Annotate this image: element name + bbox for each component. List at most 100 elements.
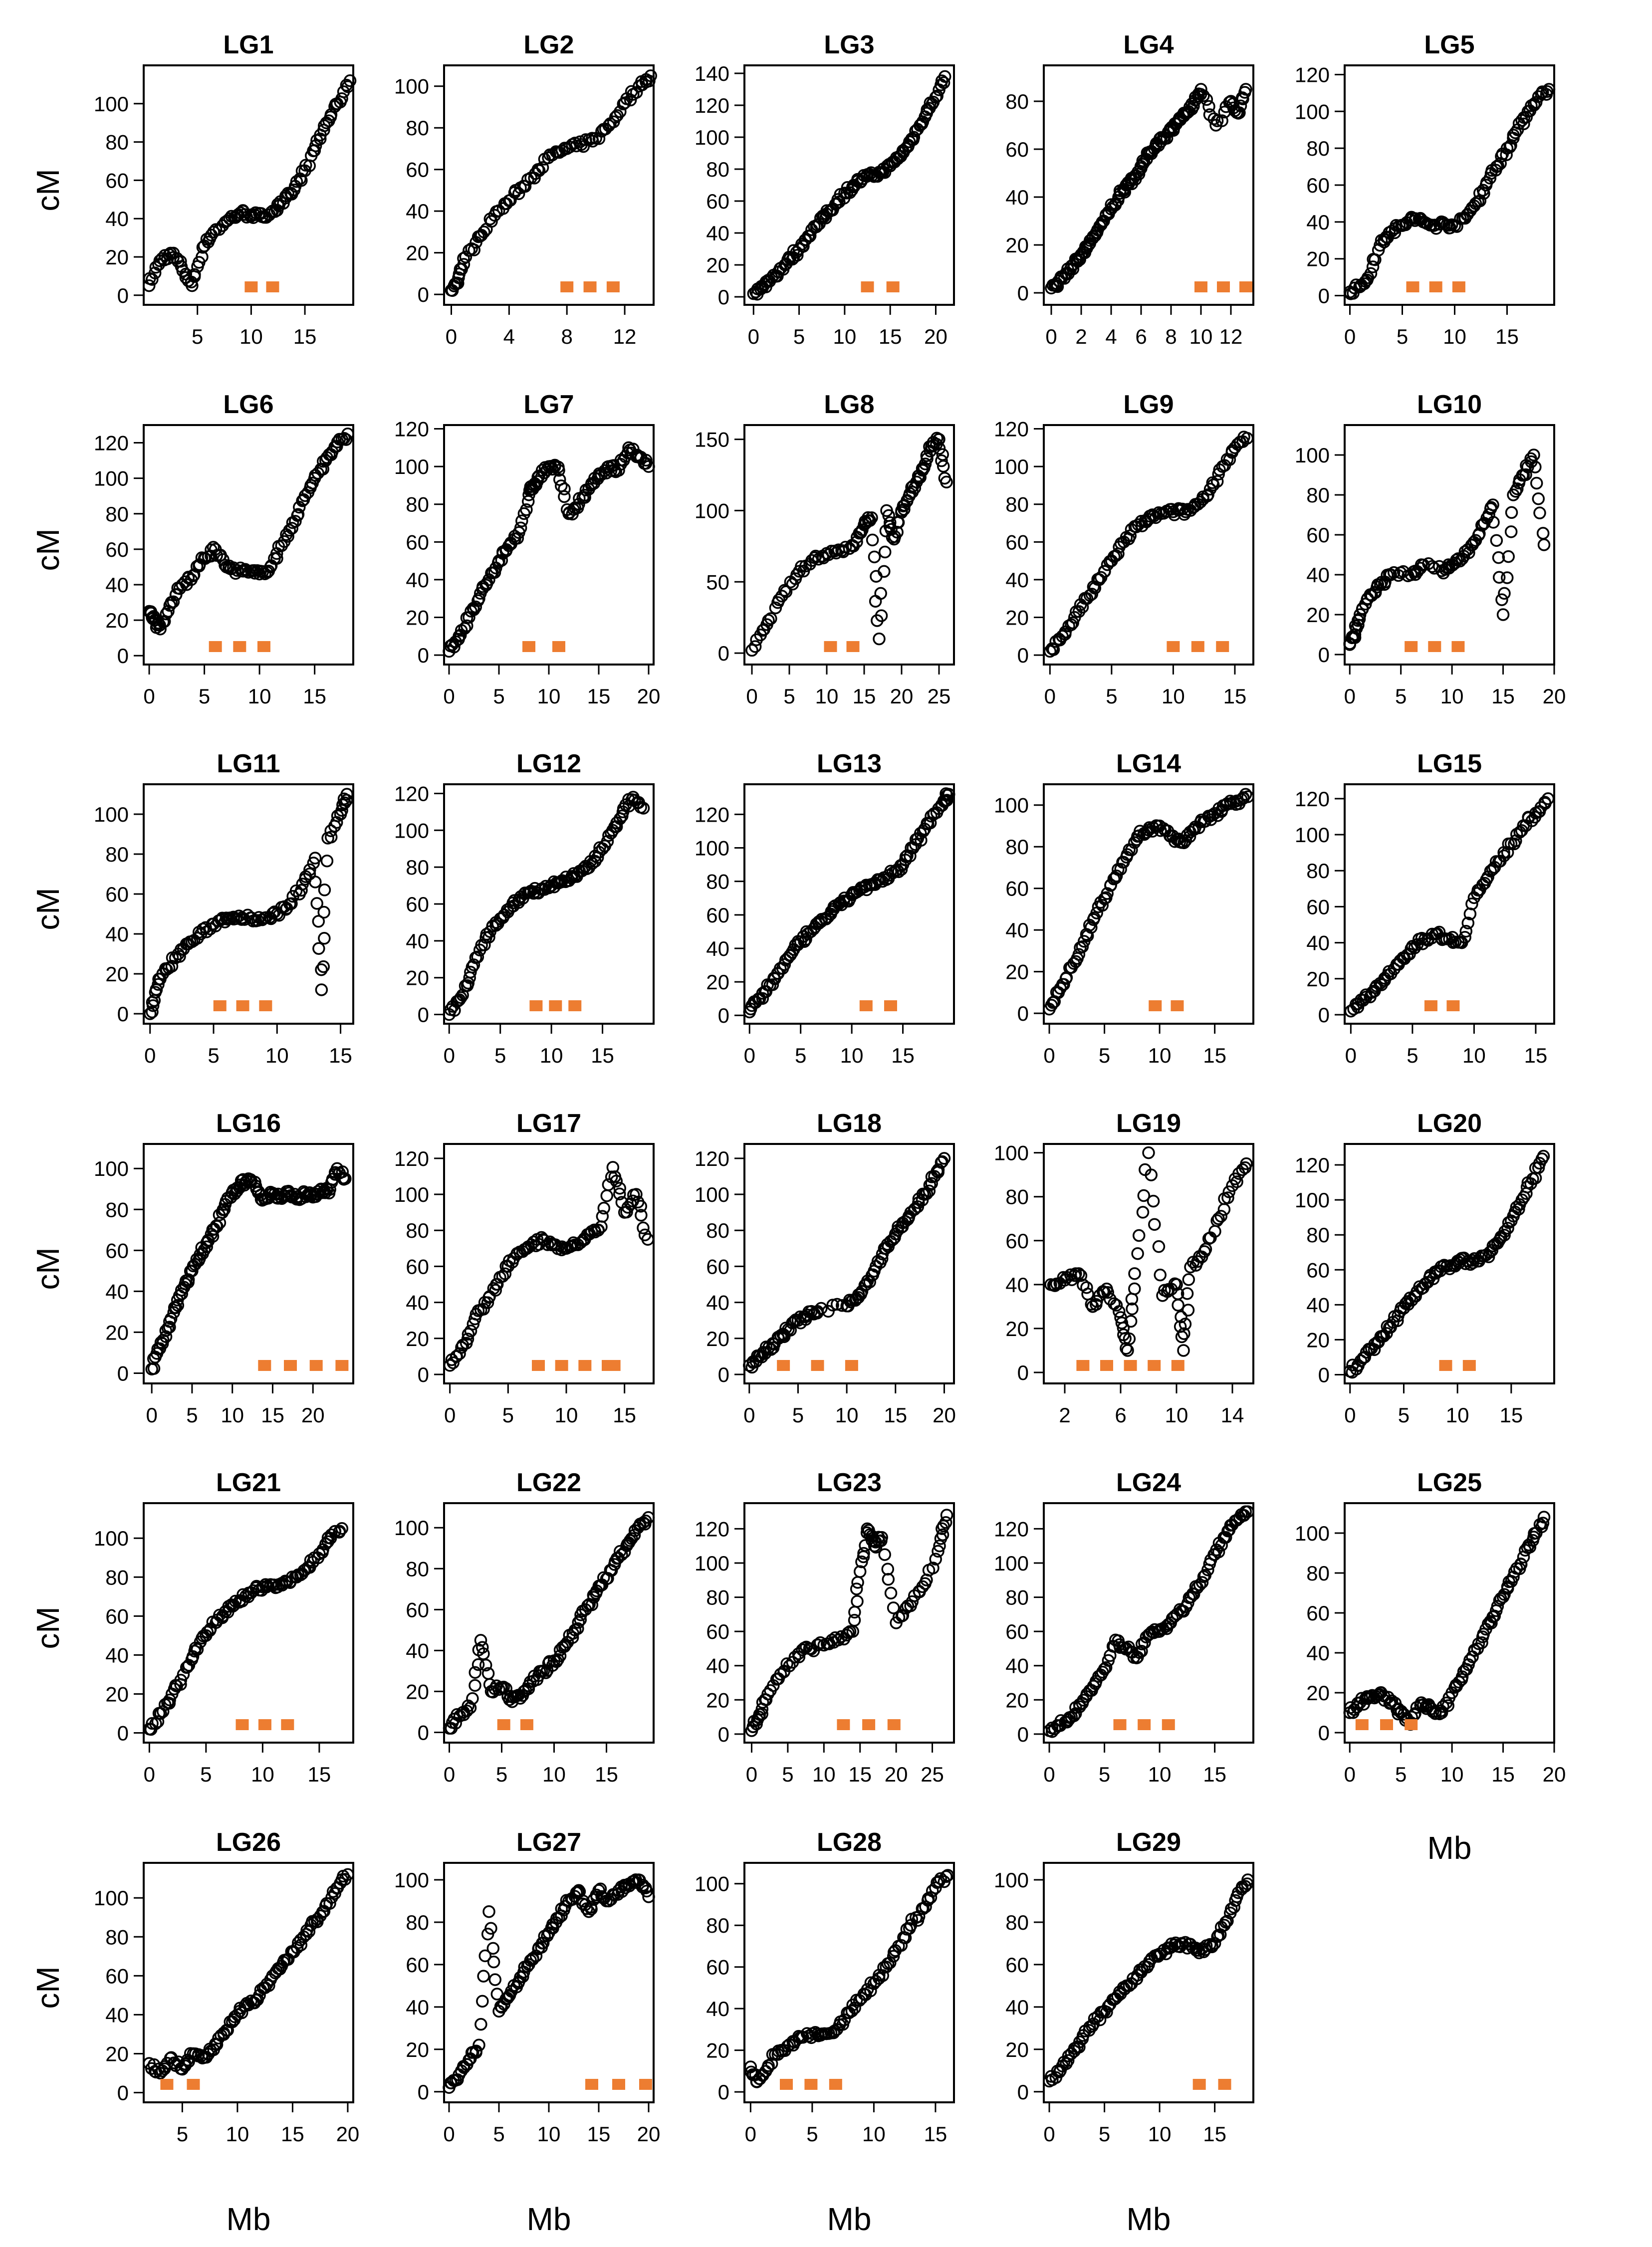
x-tick-label: 5 [1099, 2122, 1110, 2146]
y-tick-label: 20 [706, 970, 729, 994]
data-point [586, 135, 599, 148]
data-point [1067, 1709, 1081, 1722]
y-tick-label: 40 [706, 1291, 729, 1315]
data-point [457, 258, 471, 271]
data-point [933, 433, 945, 446]
x-tick-label: 10 [239, 325, 263, 348]
y-tick-label: 80 [1005, 1185, 1029, 1209]
x-tick-label: 0 [743, 1403, 755, 1427]
y-tick-label: 100 [394, 1183, 429, 1206]
orange-marker [862, 1719, 876, 1730]
x-tick-label: 5 [493, 684, 504, 708]
y-tick-label: 100 [695, 837, 729, 860]
data-point [882, 1573, 895, 1586]
y-tick-label: 20 [105, 609, 129, 632]
data-point [639, 1514, 652, 1528]
x-tick-label: 15 [853, 684, 876, 708]
x-tick-label: 12 [613, 325, 637, 348]
x-tick-label: 0 [143, 684, 155, 708]
y-tick-label: 100 [994, 794, 1029, 817]
data-point [1057, 978, 1070, 991]
data-point [878, 545, 892, 559]
y-tick-label: 120 [695, 803, 729, 826]
y-tick-label: 60 [1005, 1229, 1029, 1253]
data-point [336, 1165, 349, 1178]
x-tick-label: 5 [199, 684, 210, 708]
data-point [1181, 1304, 1195, 1317]
data-point [290, 175, 303, 188]
orange-marker [552, 641, 565, 652]
y-tick-label: 20 [406, 606, 429, 630]
y-tick-label: 100 [994, 1141, 1029, 1165]
panel-lg15: LG15 0 5 10 15 0 20 40 60 80 100 120 [1295, 749, 1555, 1067]
x-tick-label: 25 [921, 1763, 944, 1786]
y-tick-label: 120 [394, 782, 429, 805]
data-point [1465, 898, 1478, 910]
data-point [1077, 1694, 1090, 1707]
y-tick-label: 80 [406, 493, 429, 516]
y-tick-label: 40 [1306, 931, 1330, 955]
data-point [1200, 93, 1213, 106]
y-tick-label: 20 [706, 253, 729, 277]
y-tick-label: 0 [1318, 284, 1330, 308]
orange-marker [236, 1719, 249, 1730]
plot-frame [443, 64, 655, 306]
y-tick-label: 0 [418, 1721, 429, 1744]
data-point [308, 852, 322, 865]
data-point [891, 526, 904, 539]
data-point [1485, 1616, 1498, 1630]
x-tick-label: 15 [293, 325, 317, 348]
y-tick-label: 80 [1306, 137, 1330, 160]
data-point [610, 820, 623, 833]
data-point [318, 932, 331, 945]
y-tick-label: 100 [94, 1527, 129, 1550]
data-point [613, 1182, 626, 1195]
scatter-series [743, 787, 955, 1019]
data-point [173, 950, 186, 963]
y-tick-label: 100 [695, 1552, 729, 1575]
y-tick-label: 80 [105, 1198, 129, 1221]
scatter-series [445, 69, 657, 297]
data-point [176, 264, 190, 277]
panel-lg7: LG7 0 5 10 15 20 0 20 40 60 80 100 120 [394, 390, 660, 708]
y-tick-label: 120 [1295, 1153, 1330, 1177]
y-tick-label: 60 [1306, 1601, 1330, 1625]
data-point [1241, 790, 1254, 803]
y-tick-label: 80 [406, 116, 429, 140]
panel-title: LG11 [217, 749, 280, 778]
orange-marker [1149, 1000, 1162, 1011]
x-tick-label: 0 [744, 1044, 755, 1067]
panel-title: LG24 [1116, 1468, 1181, 1497]
orange-marker [1192, 2079, 1206, 2090]
data-point [637, 1221, 650, 1235]
data-point [774, 1668, 787, 1681]
orange-marker [213, 1000, 227, 1011]
data-point [596, 1210, 609, 1223]
data-point [464, 1701, 477, 1715]
y-tick-label: 0 [718, 2080, 729, 2104]
panel-lg14: LG14 0 5 10 15 0 20 40 60 80 100 [994, 749, 1254, 1067]
y-tick-label: 100 [695, 1183, 729, 1206]
y-tick-label: 100 [1295, 1188, 1330, 1212]
data-point [1195, 1576, 1209, 1589]
scatter-series [745, 1509, 953, 1737]
data-point [934, 1872, 947, 1885]
y-tick-label: 140 [695, 62, 729, 85]
x-tick-label: 5 [186, 1403, 198, 1427]
y-tick-label: 80 [105, 1566, 129, 1589]
data-point [536, 1936, 550, 1950]
y-tick-label: 100 [394, 1516, 429, 1540]
x-tick-label: 0 [444, 1763, 455, 1786]
data-point [1170, 1278, 1183, 1291]
data-point [461, 619, 473, 633]
panel-title: LG8 [824, 390, 874, 419]
orange-marker [1124, 1360, 1137, 1371]
panel-lg10: LG10 0 5 10 15 20 0 20 40 60 80 100 [1295, 390, 1566, 708]
y-tick-label: 40 [1005, 1273, 1029, 1297]
y-tick-label: 120 [695, 1147, 729, 1170]
orange-marker [520, 1719, 533, 1730]
y-tick-label: 40 [1005, 1996, 1029, 2019]
x-tick-label: 10 [1189, 325, 1213, 348]
data-point [1123, 1979, 1136, 1992]
orange-marker [1446, 1000, 1460, 1011]
